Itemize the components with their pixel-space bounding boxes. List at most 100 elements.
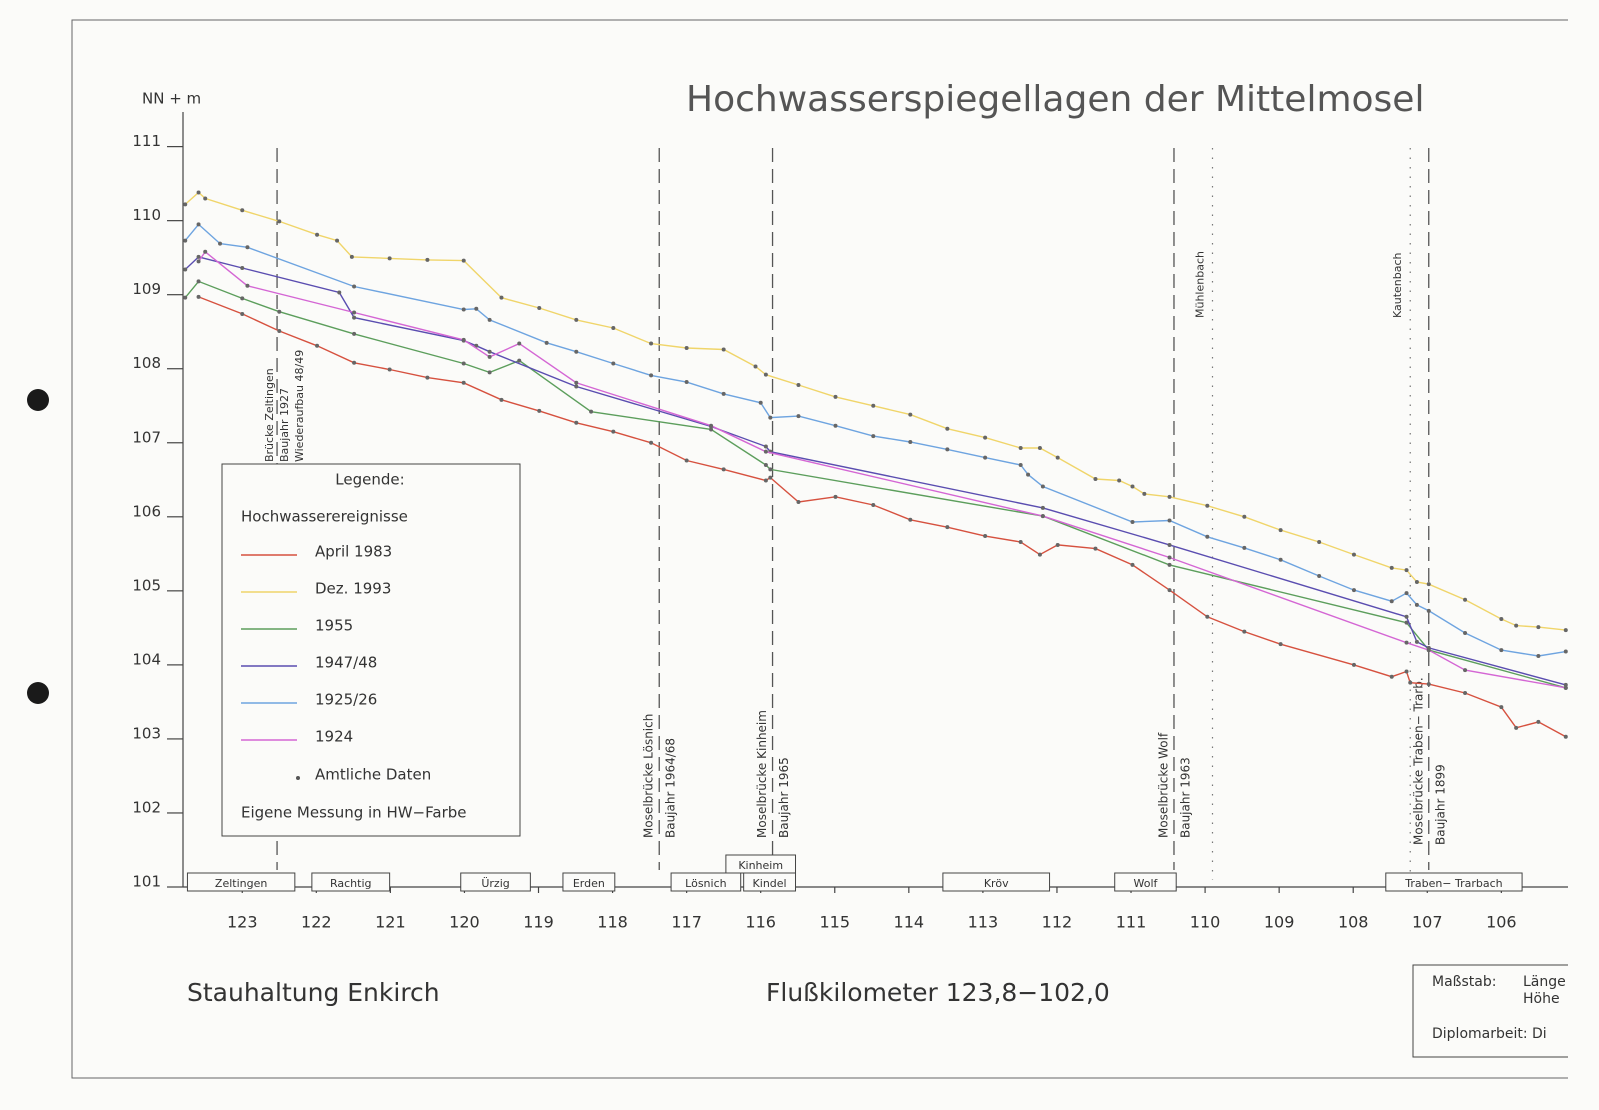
data-point bbox=[1426, 582, 1431, 587]
place-label: Zeltingen bbox=[215, 877, 267, 890]
data-point bbox=[352, 284, 357, 289]
place-label: Erden bbox=[573, 877, 605, 890]
data-point bbox=[218, 241, 223, 246]
y-tick-label: 103 bbox=[132, 724, 161, 742]
legend-title: Legende: bbox=[335, 471, 404, 489]
data-point bbox=[796, 414, 801, 419]
data-point bbox=[425, 375, 430, 380]
y-axis-label: NN + m bbox=[142, 90, 201, 108]
place-box bbox=[1114, 872, 1177, 892]
data-point bbox=[763, 462, 768, 467]
data-point bbox=[487, 354, 492, 359]
data-point bbox=[352, 315, 357, 320]
data-point bbox=[1142, 491, 1147, 496]
data-point bbox=[871, 502, 876, 507]
data-point bbox=[240, 311, 245, 316]
data-point bbox=[768, 415, 773, 420]
data-point bbox=[1167, 555, 1172, 560]
legend-own: Eigene Messung in HW−Farbe bbox=[241, 804, 466, 822]
data-point bbox=[1426, 608, 1431, 613]
data-point bbox=[1404, 669, 1409, 674]
data-point bbox=[1130, 484, 1135, 489]
data-point bbox=[277, 219, 282, 224]
data-point bbox=[1205, 534, 1210, 539]
data-point bbox=[1167, 562, 1172, 567]
x-tick-label: 123 bbox=[227, 913, 258, 932]
data-point bbox=[196, 294, 201, 299]
y-tick-label: 108 bbox=[132, 354, 161, 372]
data-point bbox=[1037, 445, 1042, 450]
x-tick-label: 118 bbox=[597, 913, 628, 932]
data-point bbox=[796, 500, 801, 504]
data-point bbox=[1037, 552, 1042, 557]
data-point bbox=[499, 295, 504, 300]
data-point bbox=[387, 367, 392, 372]
data-point bbox=[721, 467, 726, 472]
data-point bbox=[763, 449, 768, 454]
data-point bbox=[196, 254, 201, 259]
place-box bbox=[311, 872, 391, 892]
data-point bbox=[1018, 539, 1023, 544]
data-point bbox=[1130, 519, 1135, 524]
data-point bbox=[684, 346, 689, 350]
bridge-label: Brücke Zeltingen bbox=[263, 368, 276, 462]
data-point bbox=[1040, 484, 1045, 489]
stream-label: Kautenbach bbox=[1391, 252, 1404, 318]
legend-dot bbox=[296, 776, 300, 780]
x-tick-label: 112 bbox=[1042, 913, 1073, 932]
legend-box bbox=[221, 463, 521, 837]
data-point bbox=[758, 400, 763, 405]
data-point bbox=[763, 372, 768, 377]
place-label: Rachtig bbox=[330, 877, 372, 890]
data-point bbox=[1317, 539, 1322, 544]
data-point bbox=[983, 435, 988, 440]
data-point bbox=[1242, 629, 1247, 634]
legend-label: 1947/48 bbox=[315, 654, 377, 672]
data-point bbox=[183, 202, 188, 207]
plot: NN + m Hochwasserspiegellagen der Mittel… bbox=[71, 19, 1568, 1079]
x-tick-label: 114 bbox=[894, 913, 925, 932]
data-point bbox=[753, 364, 758, 369]
data-point bbox=[1563, 734, 1568, 739]
binder-hole bbox=[27, 389, 49, 411]
info-length: Länge bbox=[1523, 974, 1566, 990]
data-point bbox=[183, 238, 188, 243]
data-point bbox=[1426, 682, 1431, 687]
data-point bbox=[1514, 623, 1519, 628]
place-box bbox=[562, 872, 616, 892]
data-point bbox=[908, 440, 913, 445]
bridge-label: Moselbrücke Kinheim bbox=[755, 710, 769, 838]
data-point bbox=[574, 349, 579, 354]
data-point bbox=[461, 361, 466, 366]
legend-label: 1955 bbox=[315, 617, 353, 635]
stream-label: Mühlenbach bbox=[1193, 251, 1206, 318]
data-point bbox=[833, 423, 838, 428]
data-point bbox=[1018, 445, 1023, 450]
legend-official: Amtliche Daten bbox=[315, 766, 431, 784]
place-label: Kröv bbox=[984, 877, 1009, 890]
legend-label: 1925/26 bbox=[315, 691, 377, 709]
bridge-label: Wiederaufbau 48/49 bbox=[293, 350, 306, 462]
data-point bbox=[245, 245, 250, 250]
chart-title: Hochwasserspiegellagen der Mittelmosel bbox=[686, 79, 1424, 120]
data-point bbox=[1563, 649, 1568, 654]
x-tick-label: 119 bbox=[523, 913, 554, 932]
data-point bbox=[1463, 668, 1468, 673]
data-point bbox=[1205, 503, 1210, 508]
data-point bbox=[183, 295, 188, 300]
data-point bbox=[684, 380, 689, 385]
data-point bbox=[709, 423, 714, 428]
info-height: Höhe bbox=[1523, 991, 1560, 1007]
data-point bbox=[1167, 588, 1172, 593]
y-tick-label: 110 bbox=[132, 206, 161, 224]
bridge-label: Baujahr 1964/68 bbox=[664, 738, 678, 838]
data-point bbox=[1463, 631, 1468, 636]
data-point bbox=[1278, 642, 1283, 647]
place-label: Kinheim bbox=[738, 859, 783, 872]
info-scale: Maßstab: bbox=[1432, 974, 1496, 990]
data-point bbox=[196, 279, 201, 284]
data-point bbox=[768, 475, 773, 480]
data-point bbox=[649, 341, 654, 346]
data-point bbox=[277, 328, 282, 333]
data-point bbox=[245, 283, 250, 288]
